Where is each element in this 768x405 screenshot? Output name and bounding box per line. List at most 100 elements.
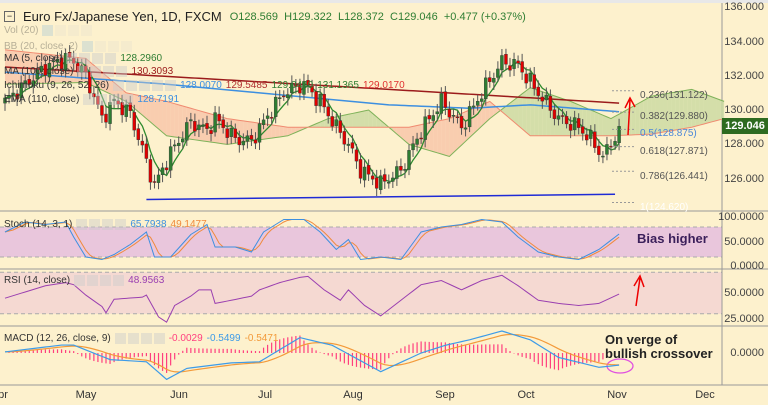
ichimoku-cloud (683, 90, 688, 129)
up-arrow-icon (633, 274, 645, 307)
candle-body (257, 123, 262, 143)
plus-icon[interactable] (68, 25, 80, 36)
ichimoku-cloud (162, 100, 167, 136)
close-icon[interactable] (113, 275, 125, 286)
eye-icon[interactable] (77, 66, 89, 77)
ichimoku-cloud (712, 96, 717, 122)
stoch-tick: 100.0000 (718, 211, 764, 223)
plus-icon[interactable] (92, 53, 104, 64)
time-tick: Sep (435, 389, 455, 401)
ichimoku-cloud (437, 120, 442, 155)
legend-ma5[interactable]: MA (5, close) 128.2960 (4, 53, 162, 64)
candle-body (92, 93, 96, 98)
candle-body (306, 80, 310, 86)
ichimoku-cloud (522, 90, 527, 133)
candle-body (463, 127, 468, 130)
legend-value: 128.7191 (137, 94, 180, 105)
legend-value: -0.5471 (244, 333, 279, 344)
candle-body (278, 97, 282, 99)
eye-icon[interactable] (42, 25, 54, 36)
ichimoku-cloud (453, 115, 458, 153)
legend-value: 129.5485 (225, 80, 268, 91)
candle-body (366, 165, 371, 175)
candle-body (229, 128, 233, 137)
gear-icon[interactable] (94, 41, 106, 52)
price-tick: 126.000 (724, 173, 764, 185)
ichimoku-cloud (380, 120, 385, 128)
candle-body (249, 135, 254, 140)
candle-body (213, 112, 217, 133)
plus-icon[interactable] (107, 41, 119, 52)
ichimoku-cloud (687, 89, 692, 128)
candle-body (15, 93, 19, 100)
symbol-title[interactable]: Euro Fx/Japanese Yen, 1D, FXCM (23, 9, 222, 24)
candle-body (484, 77, 488, 100)
ichimoku-cloud (441, 119, 446, 156)
plus-icon[interactable] (140, 333, 152, 344)
gear-icon[interactable] (96, 94, 108, 105)
close-icon[interactable] (153, 333, 165, 344)
high-value: H129.322 (284, 10, 332, 23)
ichimoku-cloud (639, 100, 644, 135)
legend-rsi[interactable]: RSI (14, close) 48.9563 (4, 275, 164, 286)
eye-icon[interactable] (81, 41, 93, 52)
ichimoku-cloud (695, 90, 700, 127)
eye-icon[interactable] (66, 53, 78, 64)
close-icon[interactable] (120, 41, 132, 52)
close-icon[interactable] (116, 66, 128, 77)
eye-icon[interactable] (74, 275, 86, 286)
ichimoku-cloud (716, 98, 721, 121)
candle-body (383, 174, 387, 182)
legend-macd[interactable]: MACD (12, 26, close, 9) -0.0029 -0.5499 -0.… (4, 333, 278, 344)
gear-icon[interactable] (79, 53, 91, 64)
gear-icon[interactable] (87, 275, 99, 286)
gear-icon[interactable] (90, 66, 102, 77)
gear-icon[interactable] (126, 80, 138, 91)
ichimoku-cloud (170, 102, 175, 137)
stoch-tick: 50.0000 (724, 236, 764, 248)
eye-icon[interactable] (76, 219, 88, 230)
plus-icon[interactable] (100, 275, 112, 286)
gear-icon[interactable] (127, 333, 139, 344)
candle-body (338, 120, 343, 133)
plus-icon[interactable] (103, 66, 115, 77)
legend-value: 131.1365 (317, 80, 359, 91)
legend-ma100[interactable]: MA (100, close) 130.3093 (4, 66, 173, 77)
legend-vol[interactable]: Vol (20) (4, 25, 93, 36)
close-icon[interactable] (115, 219, 127, 230)
candle-body (241, 140, 246, 146)
gear-icon[interactable] (89, 219, 101, 230)
ichimoku-cloud (679, 90, 684, 130)
gear-icon[interactable] (55, 25, 67, 36)
candle-body (209, 130, 213, 134)
eye-icon[interactable] (83, 94, 95, 105)
ichimoku-cloud (118, 85, 123, 100)
legend-ichimoku[interactable]: Ichimoku (9, 26, 52, 26) 128.0070 129.5485… (4, 80, 405, 91)
fib-label: 0.5(128.875) (640, 128, 697, 139)
eye-icon[interactable] (113, 80, 125, 91)
eye-icon[interactable] (114, 333, 126, 344)
candle-body (193, 121, 197, 132)
candle-body (560, 115, 565, 117)
legend-ema[interactable]: EMA (110, close) 128.7191 (4, 94, 179, 105)
close-icon[interactable] (105, 53, 117, 64)
ichimoku-cloud (534, 89, 539, 136)
stoch-k-line (4, 218, 620, 261)
candle-body (387, 182, 391, 184)
legend-stoch[interactable]: Stoch (14, 3, 1) 65.7938 49.1477 (4, 219, 207, 230)
close-icon[interactable] (81, 25, 93, 36)
plus-icon[interactable] (102, 219, 114, 230)
plus-icon[interactable] (152, 80, 164, 91)
candle-body (76, 62, 80, 73)
plus-icon[interactable] (109, 94, 121, 105)
close-icon[interactable] (122, 94, 134, 105)
ichimoku-cloud (166, 101, 171, 137)
legend-value: 129.0460 (271, 80, 314, 91)
ichimoku-cloud (611, 116, 616, 136)
brackets-icon[interactable] (139, 80, 151, 91)
legend-bb[interactable]: BB (20, close, 2) (4, 41, 132, 52)
time-tick: Oct (517, 389, 535, 401)
minus-square-icon[interactable]: − (4, 11, 15, 22)
close-icon[interactable] (165, 80, 177, 91)
